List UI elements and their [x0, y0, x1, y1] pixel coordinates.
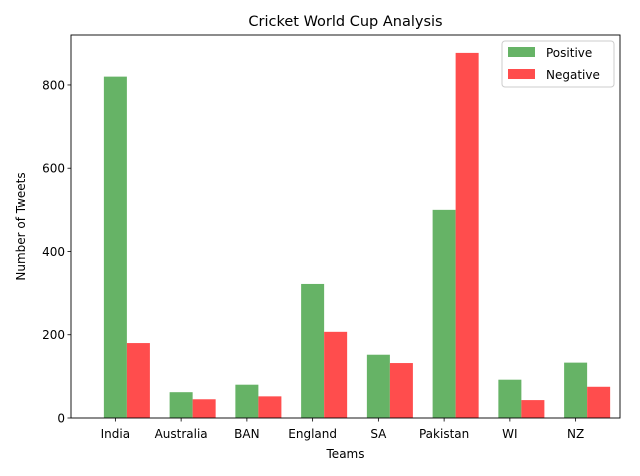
y-tick-label-0: 0 [57, 411, 65, 425]
y-tick-label-800: 800 [42, 78, 65, 92]
bar-negative-wi [521, 400, 545, 418]
bar-negative-nz [587, 386, 611, 418]
legend-swatch-positive [508, 47, 535, 57]
bar-positive-ban [235, 384, 259, 418]
legend: Positive Negative [501, 40, 615, 88]
bar-positive-sa [366, 354, 390, 418]
x-tick-label-india: India [101, 427, 130, 441]
x-tick-label-pakistan: Pakistan [419, 427, 469, 441]
y-tick-label-600: 600 [42, 162, 65, 176]
x-tick-label-sa: SA [370, 427, 387, 441]
x-tick-label-australia: Australia [155, 427, 208, 441]
bar-positive-india [103, 76, 127, 418]
x-tick-label-wi: WI [502, 427, 517, 441]
bar-negative-india [126, 343, 150, 418]
x-tick-label-ban: BAN [234, 427, 259, 441]
bar-positive-wi [498, 379, 522, 418]
bar-negative-ban [258, 396, 282, 418]
plot-frame [70, 34, 621, 419]
bar-positive-pakistan [432, 209, 456, 418]
y-axis-label: Number of Tweets [14, 172, 28, 280]
bar-negative-australia [192, 399, 216, 418]
chart-title: Cricket World Cup Analysis [248, 14, 442, 30]
x-tick-label-nz: NZ [567, 427, 584, 441]
bar-negative-pakistan [455, 52, 479, 418]
y-ticks-group: 0 200 400 600 800 [42, 78, 71, 425]
bar-negative-england [324, 331, 348, 418]
y-tick-label-400: 400 [42, 245, 65, 259]
legend-swatch-negative [508, 69, 535, 79]
bar-negative-sa [389, 363, 413, 418]
legend-label-positive: Positive [546, 46, 592, 60]
bar-positive-england [301, 283, 325, 418]
legend-label-negative: Negative [546, 68, 600, 82]
bar-positive-nz [564, 362, 588, 418]
y-tick-label-200: 200 [42, 328, 65, 342]
bars-group [103, 52, 611, 418]
x-tick-label-england: England [288, 427, 337, 441]
x-ticks-group: India Australia BAN England SA Pakistan WI NZ [101, 418, 584, 441]
x-axis-label: Teams [326, 447, 365, 461]
bar-positive-australia [169, 392, 193, 418]
